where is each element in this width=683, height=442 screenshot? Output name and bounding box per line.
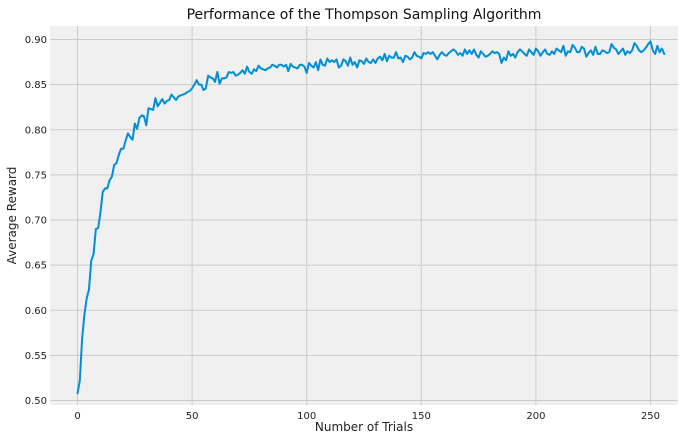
x-axis-title: Number of Trials bbox=[315, 420, 413, 434]
x-tick-label: 0 bbox=[74, 411, 80, 422]
y-tick-label: 0.80 bbox=[25, 125, 47, 136]
grid-lines bbox=[50, 26, 678, 405]
y-tick-label: 0.60 bbox=[25, 306, 47, 317]
x-tick-label: 50 bbox=[186, 411, 199, 422]
x-tick-label: 150 bbox=[412, 411, 431, 422]
y-tick-label: 0.55 bbox=[25, 351, 47, 362]
series-layer bbox=[76, 40, 666, 395]
plot-area bbox=[50, 26, 678, 405]
y-tick-label: 0.70 bbox=[25, 216, 47, 227]
y-axis-title: Average Reward bbox=[5, 167, 19, 265]
y-tick-label: 0.75 bbox=[25, 170, 47, 181]
y-tick-label: 0.65 bbox=[25, 261, 47, 272]
y-tick-label: 0.50 bbox=[25, 396, 47, 407]
y-tick-label: 0.90 bbox=[25, 35, 47, 46]
tick-labels: 0 50 100 150 200 250 0.50 0.55 0.60 0.65 0.70 0.75 0… bbox=[25, 35, 660, 422]
x-tick-label: 100 bbox=[297, 411, 316, 422]
chart-title: Performance of the Thompson Sampling Alg… bbox=[187, 7, 542, 23]
x-tick-label: 250 bbox=[641, 411, 660, 422]
series-line bbox=[76, 40, 666, 395]
y-tick-label: 0.85 bbox=[25, 80, 47, 91]
x-tick-label: 200 bbox=[526, 411, 545, 422]
